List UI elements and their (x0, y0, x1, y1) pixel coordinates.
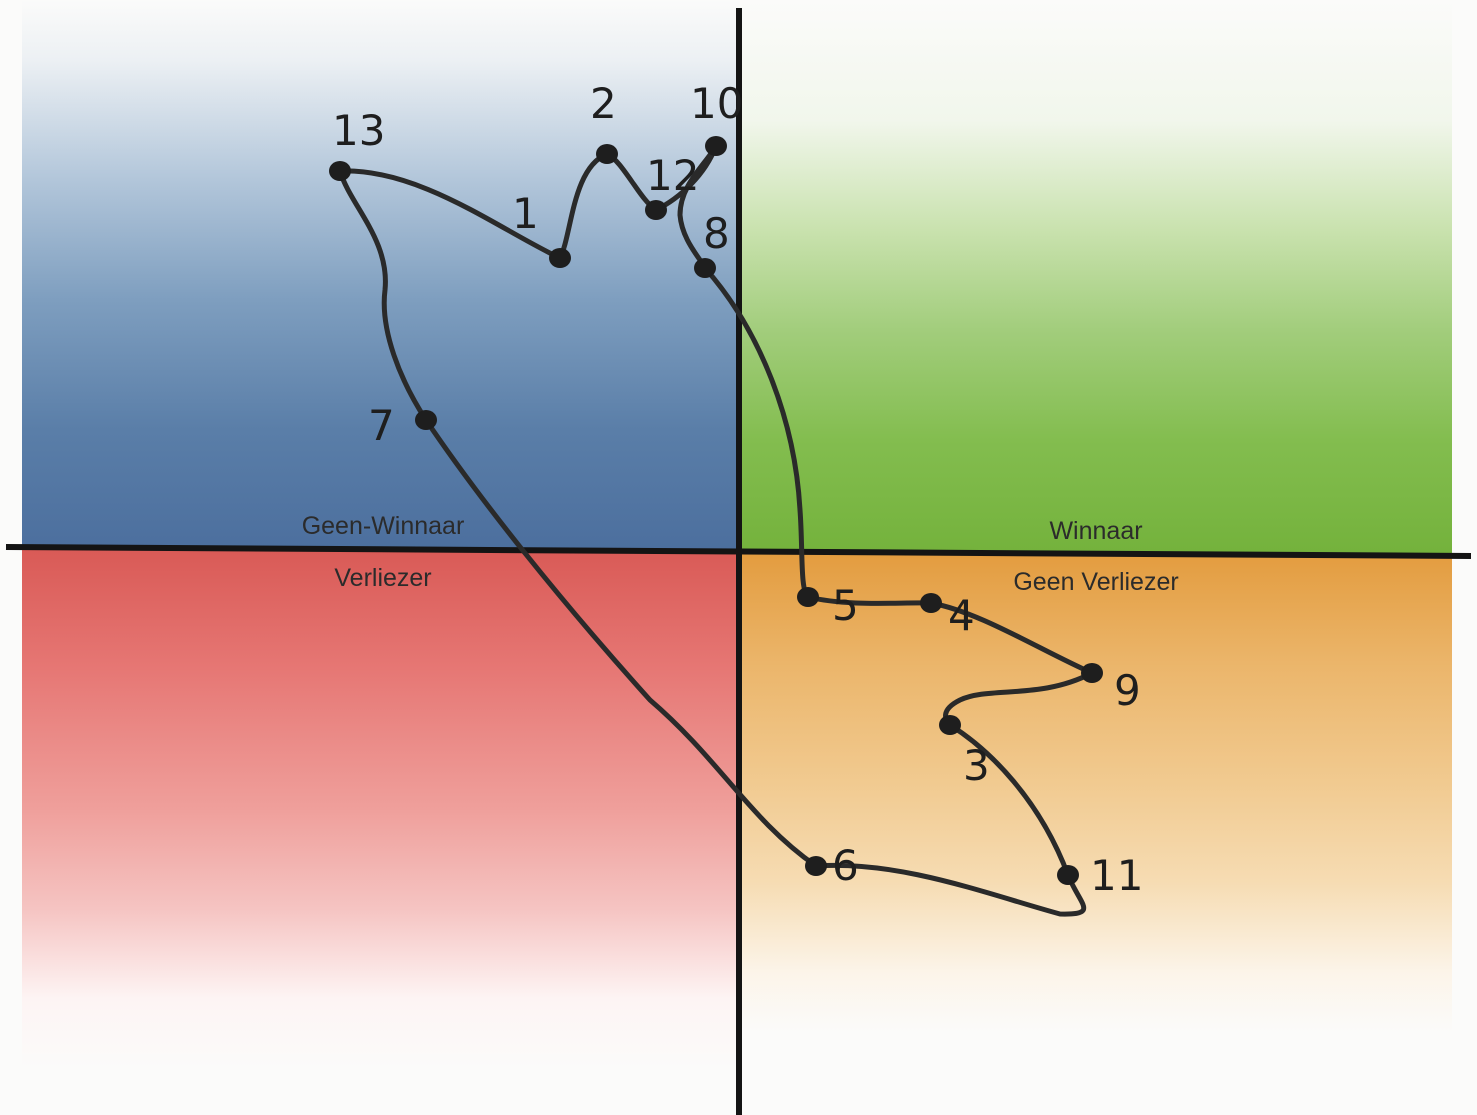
quadrant-verliezer (22, 549, 739, 1115)
point-8-label: 8 (703, 209, 730, 258)
label-winnaar: Winnaar (1049, 517, 1143, 545)
point-3-label: 3 (963, 741, 990, 790)
label-verliezer: Verliezer (334, 564, 432, 592)
point-9-marker (1081, 663, 1103, 683)
point-2-label: 2 (590, 79, 617, 128)
trajectory-path (337, 143, 1095, 917)
point-3-marker (939, 715, 961, 735)
point-4-label: 4 (948, 591, 975, 640)
point-1-marker (549, 248, 571, 268)
point-4-marker (920, 593, 942, 613)
point-5-label: 5 (832, 581, 859, 630)
point-11-label: 11 (1090, 851, 1143, 900)
label-geen-verliezer: Geen Verliezer (1013, 568, 1179, 596)
point-8-marker (694, 258, 716, 278)
point-5-marker (797, 587, 819, 607)
point-10-label: 10 (690, 79, 743, 128)
point-7-label: 7 (368, 401, 395, 450)
point-11-marker (1057, 865, 1079, 885)
quadrant-geen-verliezer (739, 553, 1452, 1115)
point-1-label: 1 (512, 189, 539, 238)
point-12-label: 12 (646, 151, 699, 200)
point-6-marker (805, 856, 827, 876)
point-12-marker (645, 200, 667, 220)
point-13-marker (329, 161, 351, 181)
point-7-marker (415, 410, 437, 430)
point-10-marker (705, 136, 727, 156)
point-9-label: 9 (1114, 666, 1141, 715)
point-6-label: 6 (832, 841, 859, 890)
quadrant-winnaar (739, 0, 1452, 553)
label-geen-winnaar: Geen-Winnaar (301, 512, 465, 540)
point-2-marker (596, 144, 618, 164)
horizontal-axis (5, 544, 1472, 559)
quadrant-geen-winnaar (22, 0, 739, 549)
point-13-label: 13 (332, 106, 385, 155)
